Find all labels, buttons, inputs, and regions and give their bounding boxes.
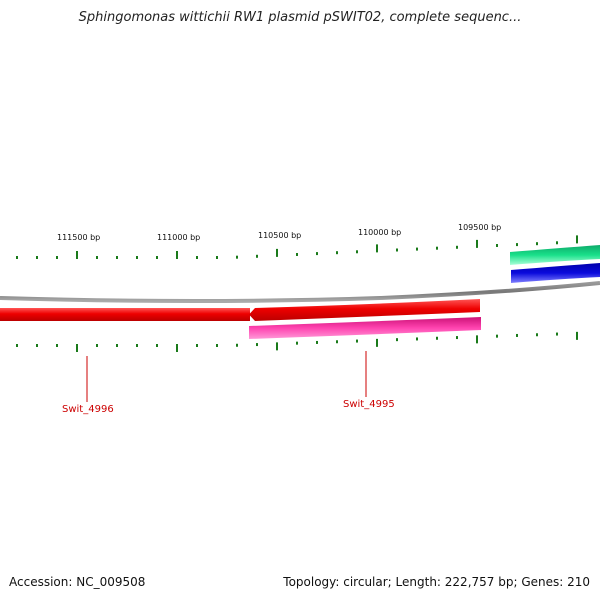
inner-tick-marks (16, 331, 578, 352)
ruler-label: 111000 bp (157, 233, 200, 242)
topology-summary: Topology: circular; Length: 222,757 bp; … (283, 575, 590, 589)
feature-blue-bar[interactable] (511, 263, 600, 283)
feature-green-bar[interactable] (510, 245, 600, 265)
ruler-label: 111500 bp (57, 233, 100, 242)
gene-swit-4995[interactable] (249, 299, 480, 321)
gene-label-swit-4995[interactable]: Swit_4995 (343, 399, 395, 410)
sequence-backbone (0, 281, 600, 303)
gene-swit-4996[interactable] (0, 308, 250, 321)
ruler-label: 110500 bp (258, 231, 301, 240)
accession-text: Accession: NC_009508 (9, 575, 146, 589)
feature-pink-bar[interactable] (249, 317, 481, 339)
outer-tick-marks (16, 235, 578, 259)
map-title: Sphingomonas wittichii RW1 plasmid pSWIT… (78, 10, 522, 25)
ruler-label: 109500 bp (458, 223, 501, 232)
gene-label-swit-4996[interactable]: Swit_4996 (62, 404, 114, 415)
ruler-label: 110000 bp (358, 228, 401, 237)
